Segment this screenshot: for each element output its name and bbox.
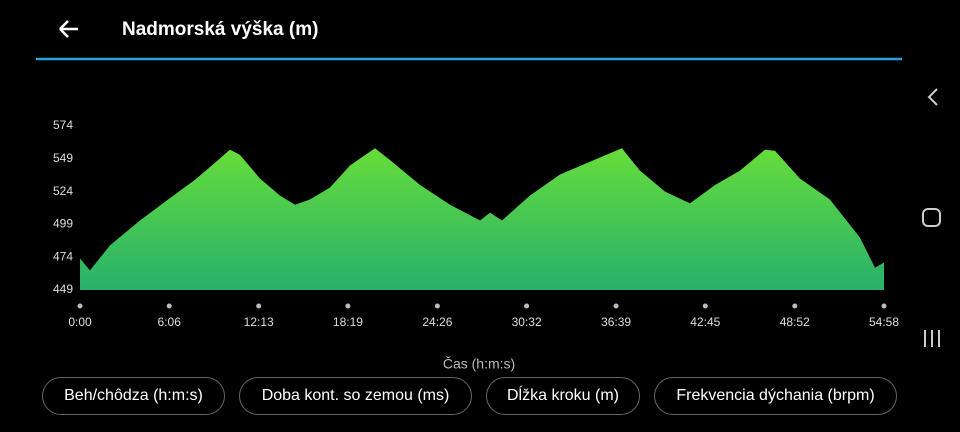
metric-button[interactable]: Frekvencia dýchania (brpm) [654, 377, 897, 415]
x-tick-label: 42:45 [690, 315, 720, 329]
x-tick-label: 12:13 [244, 315, 274, 329]
x-tick-label: 6:06 [158, 315, 182, 329]
x-tick-dot [881, 303, 887, 309]
y-tick-label: 474 [53, 249, 73, 263]
x-tick-label: 48:52 [780, 315, 810, 329]
nav-back[interactable] [927, 88, 938, 106]
back-button[interactable] [59, 20, 78, 38]
x-tick-dot [77, 303, 83, 309]
x-tick-dot [166, 303, 172, 309]
x-tick-dot [613, 303, 619, 309]
screen-title: Nadmorská výška (m) [122, 19, 318, 40]
x-tick-dot [524, 303, 530, 309]
x-tick-label: 0:00 [68, 315, 92, 329]
x-tick-dot [702, 303, 708, 309]
metric-button[interactable]: Doba kont. so zemou (ms) [239, 377, 472, 415]
x-tick-label: 36:39 [601, 315, 631, 329]
nav-recent[interactable] [924, 330, 940, 347]
x-tick-dot [256, 303, 262, 309]
y-tick-label: 549 [53, 151, 73, 165]
x-tick-dot [434, 303, 440, 309]
x-tick-label: 18:19 [333, 315, 363, 329]
y-tick-label: 499 [53, 217, 73, 231]
elevation-area [80, 148, 884, 290]
x-tick-dot [792, 303, 798, 309]
y-tick-label: 524 [53, 184, 73, 198]
y-tick-label: 449 [53, 282, 73, 296]
x-tick-label: 30:32 [512, 315, 542, 329]
x-tick-label: 24:26 [422, 315, 452, 329]
metric-button[interactable]: Dĺžka kroku (m) [486, 377, 640, 415]
y-tick-label: 574 [53, 118, 73, 132]
x-tick-label: 54:58 [869, 315, 899, 329]
metric-button[interactable]: Beh/chôdza (h:m:s) [42, 377, 225, 415]
nav-home[interactable] [922, 208, 941, 227]
x-axis-label: Čas (h:m:s) [443, 356, 515, 372]
x-tick-dot [345, 303, 351, 309]
